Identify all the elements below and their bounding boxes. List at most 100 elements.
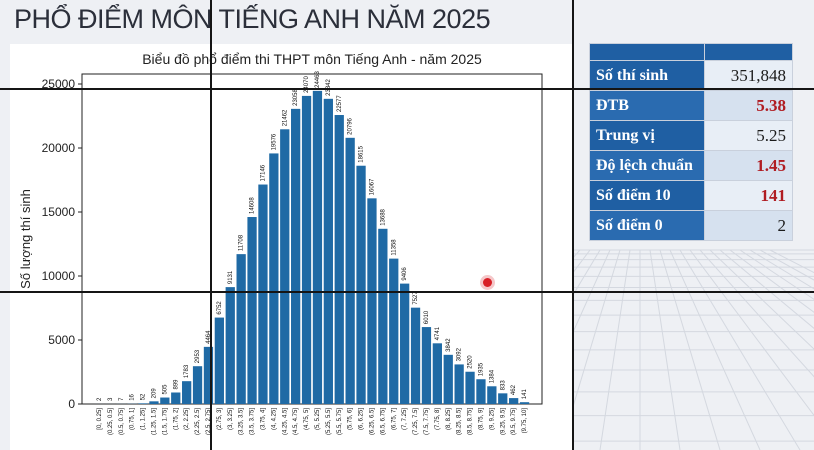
bar <box>269 153 279 404</box>
x-tick-label: (7.75, 8] <box>435 408 441 430</box>
x-tick-label: (0.75, 1] <box>130 408 136 430</box>
bar-value-label: 3 <box>108 397 114 401</box>
y-tick-label: 15000 <box>42 205 76 219</box>
x-tick-label: (3.5, 3.75] <box>250 408 256 435</box>
screen-grid-line <box>210 0 212 450</box>
bar <box>312 90 323 404</box>
bar-value-label: 3092 <box>457 347 463 361</box>
x-tick-label: (6.5, 6.75] <box>380 408 386 435</box>
bar-value-label: 209 <box>152 388 158 399</box>
stats-row-mean: ĐTB 5.38 <box>589 90 793 121</box>
x-tick-label: (3, 3.25] <box>228 408 234 430</box>
bar <box>509 398 519 404</box>
bar-value-label: 16067 <box>370 178 376 195</box>
x-tick-label: (8.75, 9] <box>479 408 485 430</box>
x-tick-label: (5.5, 5.75] <box>337 408 343 435</box>
bar <box>432 343 442 404</box>
bar <box>356 165 366 404</box>
bar-value-label: 7 <box>119 397 125 401</box>
stats-label: ĐTB <box>589 90 705 121</box>
bar <box>192 366 203 404</box>
stats-row-median: Trung vị 5.25 <box>589 120 793 151</box>
x-tick-label: (8.5, 8.75] <box>468 408 474 435</box>
x-tick-label: (4.5, 4.75] <box>293 408 299 435</box>
bar <box>225 287 235 404</box>
stats-label: Trung vị <box>589 120 705 151</box>
bar-value-label: 833 <box>500 380 506 391</box>
bar <box>465 371 475 404</box>
stats-row-score-10: Số điểm 10 141 <box>589 180 793 211</box>
x-tick-label: [0, 0.25] <box>97 408 103 430</box>
bar-value-label: 16 <box>130 393 136 400</box>
stats-row-candidates: Số thí sinh 351,848 <box>589 60 793 91</box>
x-tick-label: (8.25, 8.5] <box>457 408 463 435</box>
bar-value-label: 21462 <box>282 109 288 126</box>
x-tick-label: (0.25, 0.5] <box>108 408 114 435</box>
x-tick-label: (5, 5.25] <box>315 408 321 430</box>
bar-value-label: 22577 <box>337 95 343 112</box>
bar-value-label: 13688 <box>380 208 386 225</box>
y-tick-label: 20000 <box>42 141 76 155</box>
bar-value-label: 14608 <box>250 197 256 214</box>
bar-value-label: 11358 <box>391 239 397 256</box>
x-tick-label: (7.5, 7.75] <box>424 408 430 435</box>
bar-value-label: 6752 <box>217 301 223 315</box>
pointer-dot <box>483 278 492 287</box>
x-tick-label: (1.5, 1.75] <box>162 408 168 435</box>
stats-label: Số điểm 10 <box>589 180 705 211</box>
bar <box>236 254 246 404</box>
stats-value: 5.25 <box>704 120 793 151</box>
bar-value-label: 6010 <box>424 310 430 324</box>
x-tick-label: (5.75, 6] <box>348 408 354 430</box>
bar <box>323 98 333 405</box>
bar <box>280 129 290 404</box>
stats-header-cell <box>589 43 705 61</box>
x-tick-label: (4.75, 5] <box>304 408 310 430</box>
chart-title: Biểu đồ phổ điểm thi THPT môn Tiếng Anh … <box>142 51 482 67</box>
x-tick-label: (9.25, 9.5] <box>500 408 506 435</box>
bar-value-label: 2953 <box>195 349 201 363</box>
bar <box>203 346 214 404</box>
x-tick-label: (1, 1.25] <box>141 408 147 430</box>
bar <box>443 354 453 404</box>
bar <box>149 401 159 404</box>
stats-label: Số điểm 0 <box>589 210 705 241</box>
y-tick-label: 25000 <box>42 77 76 91</box>
bar-value-label: 505 <box>162 384 168 395</box>
x-tick-label: (4.25, 4.5] <box>282 408 288 435</box>
stats-header-row <box>589 43 793 61</box>
bar-value-label: 9406 <box>402 267 408 281</box>
screen-grid-line <box>572 0 574 450</box>
bar-value-label: 9131 <box>228 270 234 284</box>
bar <box>182 381 192 404</box>
stats-header-cell <box>704 43 793 61</box>
x-tick-label: (2.25, 2.5] <box>195 408 201 435</box>
x-tick-label: (6.75, 7] <box>391 408 397 430</box>
bar-value-label: 23058 <box>293 89 299 106</box>
x-tick-label: (6.25, 6.5] <box>370 408 376 435</box>
bar <box>214 317 224 404</box>
bar-value-label: 7527 <box>413 291 419 305</box>
stats-value: 5.38 <box>704 90 793 121</box>
bar-value-label: 17146 <box>261 164 267 181</box>
bar <box>160 397 170 404</box>
stats-label: Số thí sinh <box>589 60 705 91</box>
x-tick-label: (2.5, 2.75] <box>206 408 212 435</box>
bar <box>301 95 312 405</box>
score-distribution-chart: Biểu đồ phổ điểm thi THPT môn Tiếng Anh … <box>10 44 572 450</box>
x-tick-label: (3.75, 4] <box>261 408 267 430</box>
plot-frame <box>81 73 543 405</box>
bar <box>487 386 497 404</box>
stats-table: Số thí sinh 351,848 ĐTB 5.38 Trung vị 5.… <box>589 43 793 241</box>
bar <box>421 327 432 404</box>
chart-panel: Biểu đồ phổ điểm thi THPT môn Tiếng Anh … <box>10 44 572 450</box>
bar <box>389 258 399 404</box>
bar-value-label: 20796 <box>348 117 354 134</box>
x-tick-label: (2.75, 3] <box>217 408 223 430</box>
bar <box>498 393 508 404</box>
stats-value: 141 <box>704 180 793 211</box>
bar <box>476 379 486 404</box>
bar-value-label: 24070 <box>304 76 310 93</box>
screen-grid-line <box>0 88 814 90</box>
bar <box>378 228 388 404</box>
